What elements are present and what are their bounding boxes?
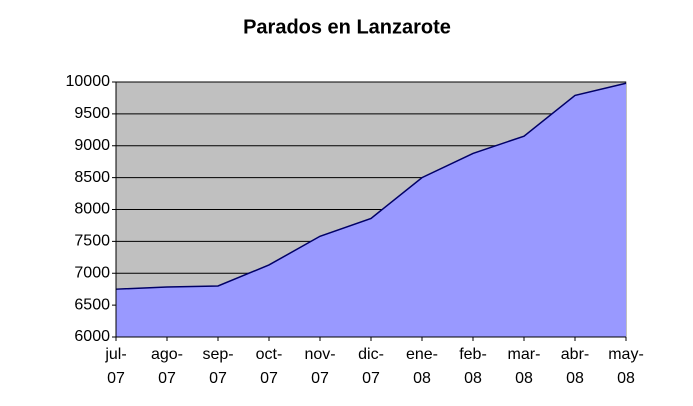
x-tick-label: oct-07 <box>256 346 283 387</box>
y-tick-label: 6000 <box>74 328 110 345</box>
chart-title: Parados en Lanzarote <box>243 16 451 38</box>
x-tick-label: may-08 <box>608 346 644 387</box>
area-line <box>115 82 627 290</box>
y-tick-label: 6500 <box>74 296 110 313</box>
area <box>116 83 626 338</box>
y-tick-label: 10000 <box>66 73 111 90</box>
x-tick-label: sep-07 <box>202 346 233 387</box>
x-tick-label: jul-07 <box>104 346 126 387</box>
x-tick-label: dic-07 <box>358 346 384 387</box>
y-tick-label: 8500 <box>74 169 110 186</box>
y-tick-label: 9500 <box>74 105 110 122</box>
x-tick-label: mar-08 <box>508 346 541 387</box>
x-tick-label: abr-08 <box>561 346 589 387</box>
x-tick-label: ene-08 <box>406 346 438 387</box>
x-tick-label: nov-07 <box>304 346 335 387</box>
y-tick-label: 9000 <box>74 137 110 154</box>
y-tick-label: 7000 <box>74 264 110 281</box>
y-tick-label: 8000 <box>74 201 110 218</box>
x-tick-label: ago-07 <box>151 346 183 387</box>
y-tick-label: 7500 <box>74 233 110 250</box>
x-tick-label: feb-08 <box>459 346 487 387</box>
